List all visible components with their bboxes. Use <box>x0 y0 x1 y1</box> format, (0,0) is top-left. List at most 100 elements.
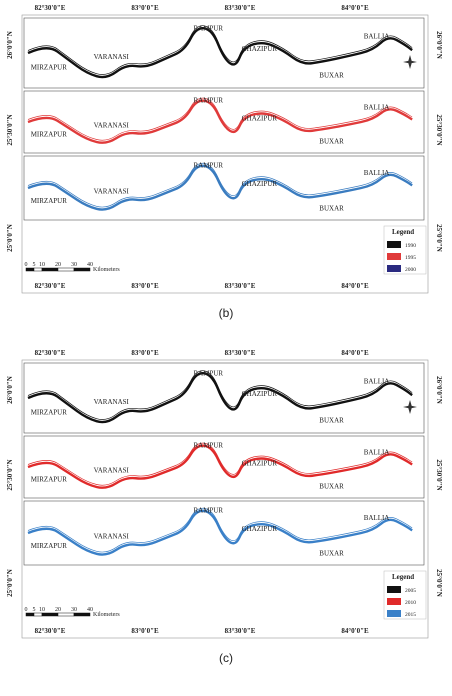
river <box>27 371 413 424</box>
longitude-label: 83°0'0"E <box>131 349 159 357</box>
city-label: MIRZAPUR <box>31 409 68 417</box>
map-strip <box>23 500 425 566</box>
city-label: VARANASI <box>94 121 130 129</box>
river-bank <box>27 507 413 553</box>
city-label: GHAZIPUR <box>242 114 278 122</box>
city-label: VARANASI <box>94 466 130 474</box>
latitude-label: 25°0'0"N <box>435 224 443 252</box>
city-label: BALLIA <box>364 378 390 386</box>
map-strip <box>23 17 425 89</box>
legend-label: 2000 <box>405 267 416 273</box>
city-label: VARANASI <box>94 53 130 61</box>
longitude-label: 84°0'0"E <box>341 627 369 635</box>
latitude-label: 26°0'0"N <box>435 31 443 59</box>
city-label: GHAZIPUR <box>242 180 278 188</box>
city-label: MIRZAPUR <box>31 476 68 484</box>
longitude-label: 82°30'0"E <box>35 282 66 290</box>
latitude-label: 26°0'0"N <box>435 376 443 404</box>
longitude-label: 82°30'0"E <box>35 4 66 12</box>
city-label: VARANASI <box>94 398 130 406</box>
legend-swatch <box>387 598 401 605</box>
city-label: VARANASI <box>94 532 130 540</box>
longitude-label: 83°30'0"E <box>225 282 256 290</box>
city-label: MIRZAPUR <box>31 131 68 139</box>
city-label: BUXAR <box>319 483 344 491</box>
scale-segment <box>33 267 43 272</box>
legend-swatch <box>387 586 401 593</box>
city-label: BALLIA <box>364 449 390 457</box>
city-label: RAMPUR <box>194 507 224 515</box>
scale-segment <box>41 267 59 272</box>
scale-unit: Kilometers <box>93 267 120 273</box>
city-label: MIRZAPUR <box>31 542 68 550</box>
river-bank <box>27 25 413 75</box>
river <box>27 164 413 211</box>
scale-label: 0 <box>25 262 28 268</box>
city-label: GHAZIPUR <box>242 525 278 533</box>
north-arrow <box>403 55 417 69</box>
legend-title: Legend <box>392 228 414 236</box>
city-label: BUXAR <box>319 417 344 425</box>
river-bank <box>27 442 413 486</box>
latitude-label: 26°0'0"N <box>6 31 14 59</box>
city-label: BALLIA <box>364 169 390 177</box>
river-bank <box>27 97 413 141</box>
city-label: BALLIA <box>364 104 390 112</box>
city-label: GHAZIPUR <box>242 390 278 398</box>
longitude-label: 83°30'0"E <box>225 349 256 357</box>
river-bank <box>27 162 413 208</box>
city-label: BUXAR <box>319 72 344 80</box>
longitude-label: 84°0'0"E <box>341 4 369 12</box>
city-label: GHAZIPUR <box>242 459 278 467</box>
scale-label: 40 <box>87 607 93 613</box>
legend-label: 2005 <box>405 588 416 594</box>
river <box>27 26 413 79</box>
city-label: MIRZAPUR <box>31 197 68 205</box>
city-label: GHAZIPUR <box>242 45 278 53</box>
scale-label: 40 <box>87 262 93 268</box>
legend-box <box>383 570 427 620</box>
river-bank <box>27 370 413 420</box>
city-label: RAMPUR <box>194 96 224 104</box>
scale-label: 0 <box>25 607 28 613</box>
legend-swatch <box>387 241 401 248</box>
latitude-label: 25°30'0"N <box>435 459 443 490</box>
longitude-label: 82°30'0"E <box>35 349 66 357</box>
longitude-label: 83°0'0"E <box>131 4 159 12</box>
scale-label: 10 <box>39 262 45 268</box>
scale-label: 5 <box>33 607 36 613</box>
city-label: BUXAR <box>319 204 344 212</box>
scale-label: 20 <box>55 607 61 613</box>
longitude-label: 83°0'0"E <box>131 282 159 290</box>
longitude-label: 84°0'0"E <box>341 282 369 290</box>
city-label: BALLIA <box>364 514 390 522</box>
scale-segment <box>25 612 35 617</box>
scale-segment <box>41 612 59 617</box>
map-strip <box>23 90 425 154</box>
north-arrow <box>403 400 417 414</box>
legend-swatch <box>387 265 401 272</box>
city-label: RAMPUR <box>194 369 224 377</box>
longitude-label: 83°0'0"E <box>131 627 159 635</box>
latitude-label: 25°0'0"N <box>6 569 14 597</box>
scale-segment <box>57 612 75 617</box>
city-label: VARANASI <box>94 187 130 195</box>
map-strip <box>23 362 425 434</box>
scale-label: 30 <box>71 607 77 613</box>
latitude-label: 25°0'0"N <box>6 224 14 252</box>
city-label: BUXAR <box>319 138 344 146</box>
legend-label: 1995 <box>405 255 416 261</box>
river <box>27 509 413 556</box>
legend-swatch <box>387 253 401 260</box>
legend-label: 2010 <box>405 600 416 606</box>
river <box>27 444 413 489</box>
river <box>27 99 413 144</box>
legend-label: 1990 <box>405 243 416 249</box>
scale-unit: Kilometers <box>93 612 120 618</box>
city-label: RAMPUR <box>194 162 224 170</box>
longitude-label: 82°30'0"E <box>35 627 66 635</box>
latitude-label: 25°30'0"N <box>6 114 14 145</box>
map-frame <box>21 359 429 639</box>
scale-segment <box>57 267 75 272</box>
